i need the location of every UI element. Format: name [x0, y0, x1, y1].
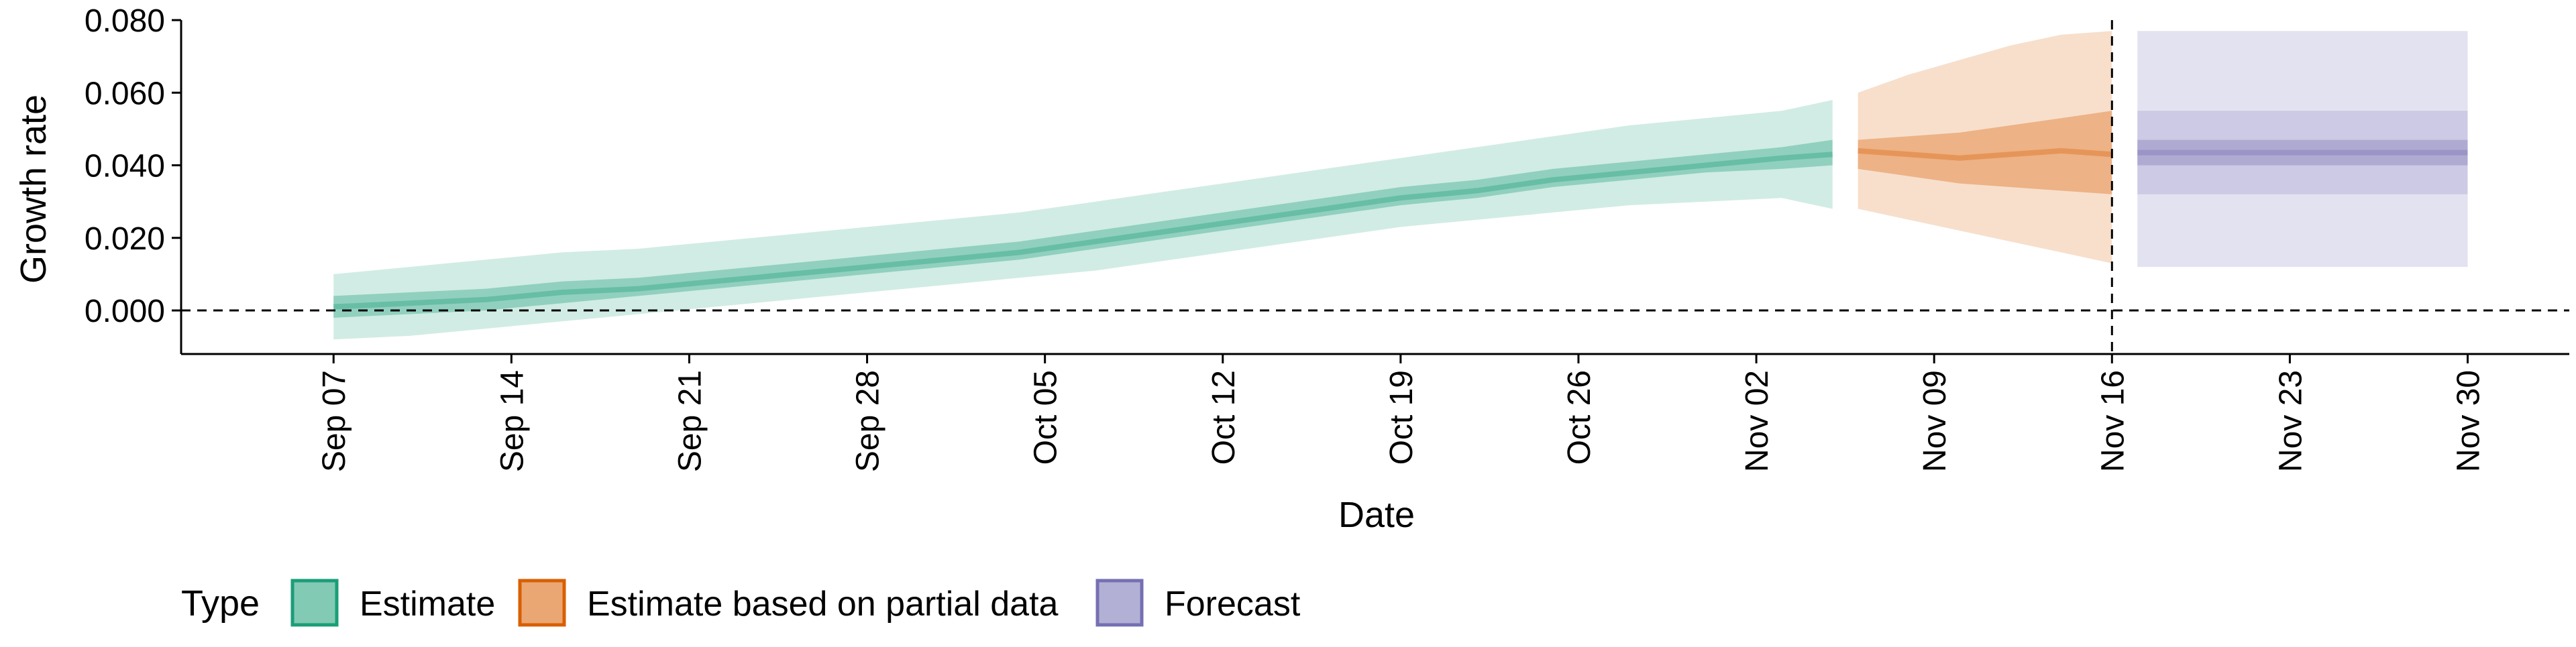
y-tick-label-2: 0.040	[85, 149, 165, 184]
y-axis-label: Growth rate	[13, 95, 54, 284]
x-tick-label-0: Sep 07	[317, 370, 352, 472]
x-tick-label-8: Nov 02	[1739, 370, 1775, 472]
legend-swatch-forecast	[1095, 579, 1144, 627]
estimate-band-90	[333, 100, 1833, 340]
x-tick-label-1: Sep 14	[494, 370, 530, 472]
x-tick-label-11: Nov 23	[2273, 370, 2308, 472]
x-tick-label-12: Nov 30	[2451, 370, 2487, 472]
x-axis-label: Date	[1338, 495, 1415, 535]
x-tick-label-3: Sep 28	[851, 370, 886, 472]
x-tick-label-2: Sep 21	[672, 370, 708, 472]
legend-swatch-estimate-based-on-partial-data	[518, 579, 566, 627]
estimate-based-on-partial-data-band-90	[1858, 31, 2112, 263]
x-tick-label-9: Nov 09	[1917, 370, 1953, 472]
reference-lines	[181, 20, 2569, 354]
estimate-based-on-partial-data-band-50	[1858, 111, 2112, 194]
x-tick-label-4: Oct 05	[1028, 370, 1064, 465]
legend-label-estimate-based-on-partial-data: Estimate based on partial data	[587, 585, 1059, 624]
estimate-based-on-partial-data-median-line	[1858, 148, 2112, 161]
forecast-band-90	[2137, 31, 2468, 268]
x-tick-label-10: Nov 16	[2095, 370, 2131, 472]
forecast-band-50	[2137, 139, 2468, 166]
legend: Type Estimate Estimate based on partial d…	[181, 579, 1301, 627]
legend-swatch-estimate	[290, 579, 339, 627]
axes-layer: 0.000 0.020 0.040 0.060 0.080 Sep 07 Sep 14 Sep…	[85, 3, 2569, 472]
forecast-band-75	[2137, 111, 2468, 194]
estimate-band-50	[333, 139, 1833, 318]
x-tick-label-7: Oct 26	[1562, 370, 1597, 465]
legend-title: Type	[181, 583, 260, 624]
legend-label-forecast: Forecast	[1165, 585, 1301, 624]
y-tick-label-3: 0.060	[85, 76, 165, 111]
legend-label-estimate: Estimate	[360, 585, 495, 624]
y-tick-label-1: 0.020	[85, 221, 165, 257]
ribbon-layer	[333, 31, 2468, 340]
x-tick-label-6: Oct 19	[1384, 370, 1419, 465]
y-tick-label-0: 0.000	[85, 294, 165, 329]
estimate-median-line	[333, 152, 1833, 310]
y-tick-label-4: 0.080	[85, 3, 165, 39]
x-tick-label-5: Oct 12	[1206, 370, 1242, 465]
